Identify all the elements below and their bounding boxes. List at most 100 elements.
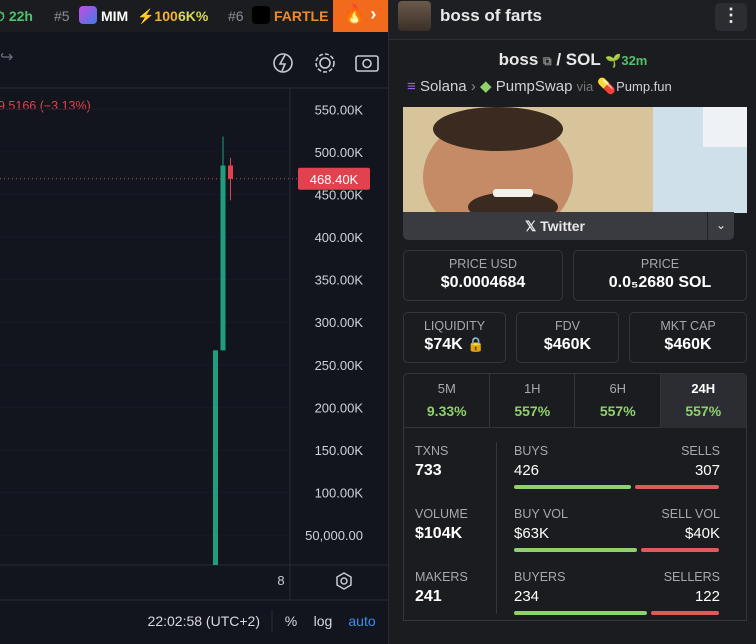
last-price-tag <box>298 167 370 190</box>
period-change: 557% <box>599 403 636 419</box>
percent-toggle[interactable]: % <box>285 613 297 629</box>
launchpad[interactable]: Pump.fun <box>616 79 672 94</box>
label: LIQUIDITY <box>423 319 486 333</box>
period-label: 24H <box>691 381 716 396</box>
y-tick-label: 350.00K <box>315 273 364 288</box>
right-label: SELLS <box>681 444 720 458</box>
toolbar-icons[interactable] <box>273 53 379 73</box>
left-label: BUYERS <box>514 570 566 584</box>
buy-bar <box>514 548 638 552</box>
buy-bar <box>514 611 647 615</box>
right-label: SELL VOL <box>661 507 720 521</box>
label: MKT CAP <box>660 319 716 333</box>
y-tick-label: 550.00K <box>315 102 364 117</box>
row-label: TXNS <box>415 444 449 458</box>
auto-toggle[interactable]: auto <box>348 613 375 629</box>
left-label: BUYS <box>514 444 549 458</box>
y-tick-label: 150.00K <box>315 443 364 458</box>
y-tick-label: 300.00K <box>315 315 364 330</box>
token-image <box>403 107 747 213</box>
value: 0.0₅2680 SOL <box>608 274 712 291</box>
right-value: 122 <box>694 588 720 605</box>
settings-icon[interactable] <box>336 572 352 590</box>
info-panel: boss of farts ⋮ boss ⧉ / SOL 🌱32m ≡ Sola… <box>388 0 756 644</box>
pair-title: boss ⧉ / SOL 🌱32m <box>498 50 648 69</box>
row-label: MAKERS <box>415 570 468 584</box>
left-value: 426 <box>514 462 540 479</box>
top-bar: ⏱ 22h #5 MIM ⚡100 6K% #6 FARTLE 🔥 › <box>0 0 388 32</box>
candle-body <box>228 165 233 179</box>
left-label: BUY VOL <box>514 507 568 521</box>
period-change: 557% <box>685 403 722 419</box>
candle-body <box>213 350 218 565</box>
value: $0.0004684 <box>440 274 526 291</box>
row-label: VOLUME <box>415 507 468 521</box>
period-tab[interactable]: 1H 557% <box>490 374 575 428</box>
price-status: 9.5166 (−3.13%) <box>0 99 91 113</box>
period-tab[interactable]: 6H 557% <box>575 374 661 428</box>
trending-button[interactable]: 🔥 › <box>333 0 388 32</box>
row-total: 733 <box>415 462 442 479</box>
timer-text: 22h <box>8 8 33 24</box>
redo-icon[interactable]: ↪ <box>0 49 13 66</box>
change: 6K% <box>178 8 209 24</box>
chart-panel: ↪ 9.5166 (−3.13%) 550.00K500.00K450.00K4… <box>0 32 388 644</box>
rank: #5 <box>54 8 70 24</box>
liquidity: LIQUIDITY $74K 🔒 <box>403 312 506 363</box>
symbol[interactable]: FARTLE <box>274 8 329 24</box>
buy-bar <box>514 485 632 489</box>
mkt-cap: MKT CAP $460K <box>629 312 747 363</box>
divider <box>496 442 497 614</box>
y-tick-label: 100.00K <box>315 486 364 501</box>
token-icon <box>79 6 97 24</box>
via: via <box>576 79 594 94</box>
period-label: 5M <box>437 381 456 396</box>
label: PRICE <box>640 257 680 271</box>
log-toggle[interactable]: log <box>314 613 333 629</box>
stats-box: 5M 9.33% 1H 557% 6H 557% 24H 557% TXNS 733 BUYS 42… <box>403 373 747 621</box>
links-dropdown[interactable]: ⌄ <box>707 212 734 240</box>
quote: SOL <box>565 50 601 69</box>
sell-bar <box>635 485 719 489</box>
last-price-label: 468.40K <box>310 172 359 187</box>
value: $74K <box>424 336 463 353</box>
candle-body <box>220 165 226 351</box>
left-value: $63K <box>514 525 550 542</box>
twitter-link[interactable]: 𝕏 Twitter <box>403 212 707 240</box>
age: 32m <box>621 53 648 68</box>
chain[interactable]: Solana <box>419 78 467 95</box>
right-label: SELLERS <box>663 570 720 584</box>
left-value: 234 <box>514 588 540 605</box>
period-label: 6H <box>609 381 627 396</box>
sell-bar <box>641 548 719 552</box>
period-tabs: 5M 9.33% 1H 557% 6H 557% 24H 557% <box>404 374 746 428</box>
dex[interactable]: PumpSwap <box>495 78 573 95</box>
link-text: Twitter <box>540 218 586 234</box>
period-label: 1H <box>523 381 541 396</box>
y-tick-label: 500.00K <box>315 145 364 160</box>
value: $460K <box>664 336 712 353</box>
pair-route: ≡ Solana › ◆ PumpSwap via 💊Pump.fun <box>407 78 672 95</box>
token-icon <box>252 6 270 24</box>
period-change: 557% <box>514 403 551 419</box>
sell-bar <box>650 611 719 615</box>
header: boss of farts ⋮ <box>389 0 756 40</box>
label: PRICE USD <box>448 257 518 271</box>
period-tab[interactable]: 24H 557% <box>660 374 746 428</box>
y-tick-label: 250.00K <box>315 358 364 373</box>
label: FDV <box>555 319 580 333</box>
row-total: 241 <box>415 588 442 605</box>
right-value: $40K <box>684 525 720 542</box>
y-tick-label: 200.00K <box>315 400 364 415</box>
avatar <box>398 1 431 31</box>
price-usd: PRICE USD $0.0004684 <box>403 250 563 301</box>
time: 22:02:58 (UTC+2) <box>148 613 260 629</box>
menu-button[interactable]: ⋮ <box>715 3 747 31</box>
row-total: $104K <box>415 525 463 542</box>
y-tick-label: 400.00K <box>315 230 364 245</box>
symbol[interactable]: MIM <box>101 8 129 24</box>
timer: ⏱ 22h <box>0 8 33 25</box>
period-tab[interactable]: 5M 9.33% <box>404 374 490 428</box>
fdv: FDV $460K <box>516 312 619 363</box>
chart-bg <box>0 32 388 644</box>
